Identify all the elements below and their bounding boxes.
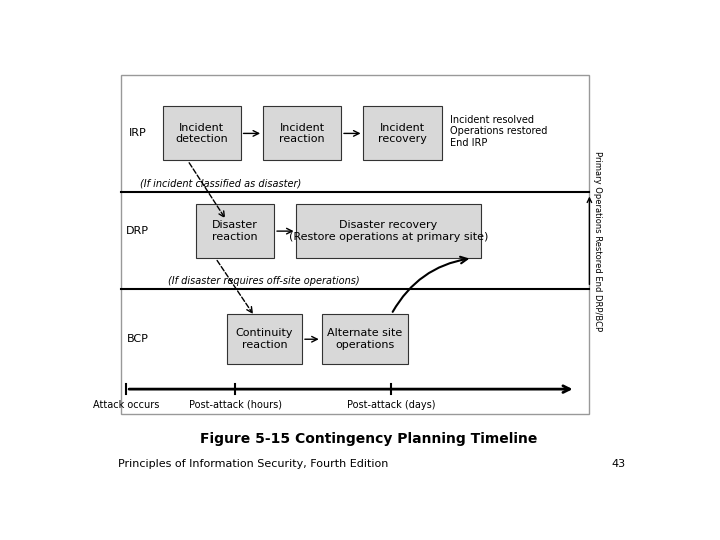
Text: Primary Operations Restored End DRP/BCP: Primary Operations Restored End DRP/BCP xyxy=(593,151,602,332)
FancyBboxPatch shape xyxy=(322,314,408,364)
Text: 43: 43 xyxy=(611,459,626,469)
Text: Disaster recovery
(Restore operations at primary site): Disaster recovery (Restore operations at… xyxy=(289,220,488,242)
Text: Post-attack (hours): Post-attack (hours) xyxy=(189,400,282,409)
Text: Continuity
reaction: Continuity reaction xyxy=(235,328,293,350)
Text: BCP: BCP xyxy=(127,334,148,344)
Text: Incident
detection: Incident detection xyxy=(175,123,228,144)
FancyBboxPatch shape xyxy=(263,106,341,160)
FancyBboxPatch shape xyxy=(364,106,441,160)
Text: Alternate site
operations: Alternate site operations xyxy=(327,328,402,350)
Text: Incident
reaction: Incident reaction xyxy=(279,123,325,144)
Text: IRP: IRP xyxy=(129,129,146,138)
Text: (If incident classified as disaster): (If incident classified as disaster) xyxy=(140,178,302,188)
FancyBboxPatch shape xyxy=(297,204,481,258)
Text: Incident
recovery: Incident recovery xyxy=(378,123,427,144)
Text: Attack occurs: Attack occurs xyxy=(93,400,159,409)
FancyBboxPatch shape xyxy=(163,106,240,160)
Text: Disaster
reaction: Disaster reaction xyxy=(212,220,258,242)
Text: (If disaster requires off-site operations): (If disaster requires off-site operation… xyxy=(168,276,360,286)
Text: Principles of Information Security, Fourth Edition: Principles of Information Security, Four… xyxy=(118,459,388,469)
FancyBboxPatch shape xyxy=(196,204,274,258)
FancyBboxPatch shape xyxy=(227,314,302,364)
FancyBboxPatch shape xyxy=(121,75,590,414)
Text: Post-attack (days): Post-attack (days) xyxy=(347,400,436,409)
Text: Incident resolved
Operations restored
End IRP: Incident resolved Operations restored En… xyxy=(450,114,547,148)
Text: Figure 5-15 Contingency Planning Timeline: Figure 5-15 Contingency Planning Timelin… xyxy=(200,432,538,446)
Text: DRP: DRP xyxy=(126,226,149,236)
